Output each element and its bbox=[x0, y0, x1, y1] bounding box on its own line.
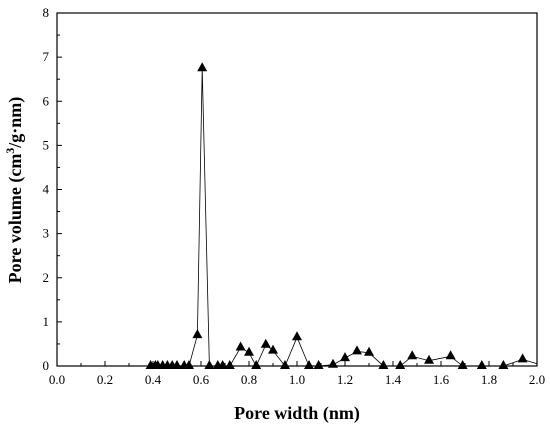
data-point bbox=[424, 354, 434, 364]
data-point bbox=[280, 360, 290, 369]
data-point bbox=[445, 350, 456, 360]
data-point bbox=[268, 344, 278, 354]
data-point bbox=[340, 352, 350, 362]
x-tick-label: 0.0 bbox=[49, 372, 65, 387]
data-point bbox=[395, 360, 406, 369]
data-point bbox=[476, 360, 487, 369]
y-axis-title-sup: 3 bbox=[3, 148, 17, 154]
data-point bbox=[260, 338, 271, 348]
x-tick-label: 0.4 bbox=[145, 372, 162, 387]
y-tick-label: 2 bbox=[43, 270, 50, 285]
x-tick-label: 0.8 bbox=[241, 372, 257, 387]
y-tick-label: 0 bbox=[43, 358, 50, 373]
y-tick-label: 8 bbox=[43, 5, 50, 20]
x-axis-ticks: 0.0 0.2 0.4 0.6 0.8 1.0 1.2 1.4 1.6 1.8 2.0 bbox=[49, 361, 545, 387]
y-tick-label: 3 bbox=[43, 226, 50, 241]
data-point bbox=[197, 62, 208, 72]
data-point bbox=[407, 350, 418, 360]
y-tick-label: 7 bbox=[43, 49, 50, 64]
y-axis-title-after: /g·nm) bbox=[5, 97, 26, 149]
data-point bbox=[292, 331, 302, 341]
x-tick-label: 0.6 bbox=[193, 372, 210, 387]
x-tick-label: 0.2 bbox=[97, 372, 113, 387]
data-markers bbox=[145, 62, 528, 369]
data-point bbox=[517, 353, 528, 363]
y-tick-label: 4 bbox=[43, 182, 50, 197]
data-point bbox=[304, 360, 314, 369]
data-point bbox=[457, 360, 468, 369]
data-point bbox=[498, 360, 509, 369]
y-tick-label: 5 bbox=[43, 137, 50, 152]
data-point bbox=[204, 360, 215, 369]
data-point bbox=[251, 360, 262, 369]
x-tick-label: 1.0 bbox=[289, 372, 305, 387]
x-tick-label: 1.6 bbox=[433, 372, 450, 387]
plot-frame bbox=[56, 12, 538, 367]
x-tick-label: 1.8 bbox=[481, 372, 497, 387]
data-point bbox=[364, 346, 374, 356]
y-tick-label: 1 bbox=[43, 314, 50, 329]
y-axis-ticks: 0 1 2 3 4 5 6 7 8 bbox=[43, 5, 62, 373]
data-point bbox=[313, 360, 324, 369]
series-line bbox=[57, 68, 538, 367]
data-point bbox=[328, 358, 338, 368]
data-point bbox=[352, 345, 362, 355]
data-point bbox=[184, 360, 194, 369]
data-point bbox=[217, 360, 228, 369]
data-point bbox=[235, 341, 246, 351]
data-point bbox=[172, 360, 182, 369]
x-tick-label: 2.0 bbox=[529, 372, 545, 387]
data-point bbox=[192, 329, 203, 339]
data-point bbox=[224, 360, 235, 369]
x-axis-title: Pore width (nm) bbox=[234, 403, 360, 424]
x-tick-label: 1.4 bbox=[385, 372, 402, 387]
y-axis-title-before: Pore volume (cm bbox=[5, 154, 26, 284]
data-point bbox=[244, 346, 254, 356]
y-tick-label: 6 bbox=[43, 93, 50, 108]
data-point bbox=[378, 360, 389, 369]
y-axis-title: Pore volume (cm3/g·nm) bbox=[3, 97, 26, 284]
x-tick-label: 1.2 bbox=[337, 372, 353, 387]
